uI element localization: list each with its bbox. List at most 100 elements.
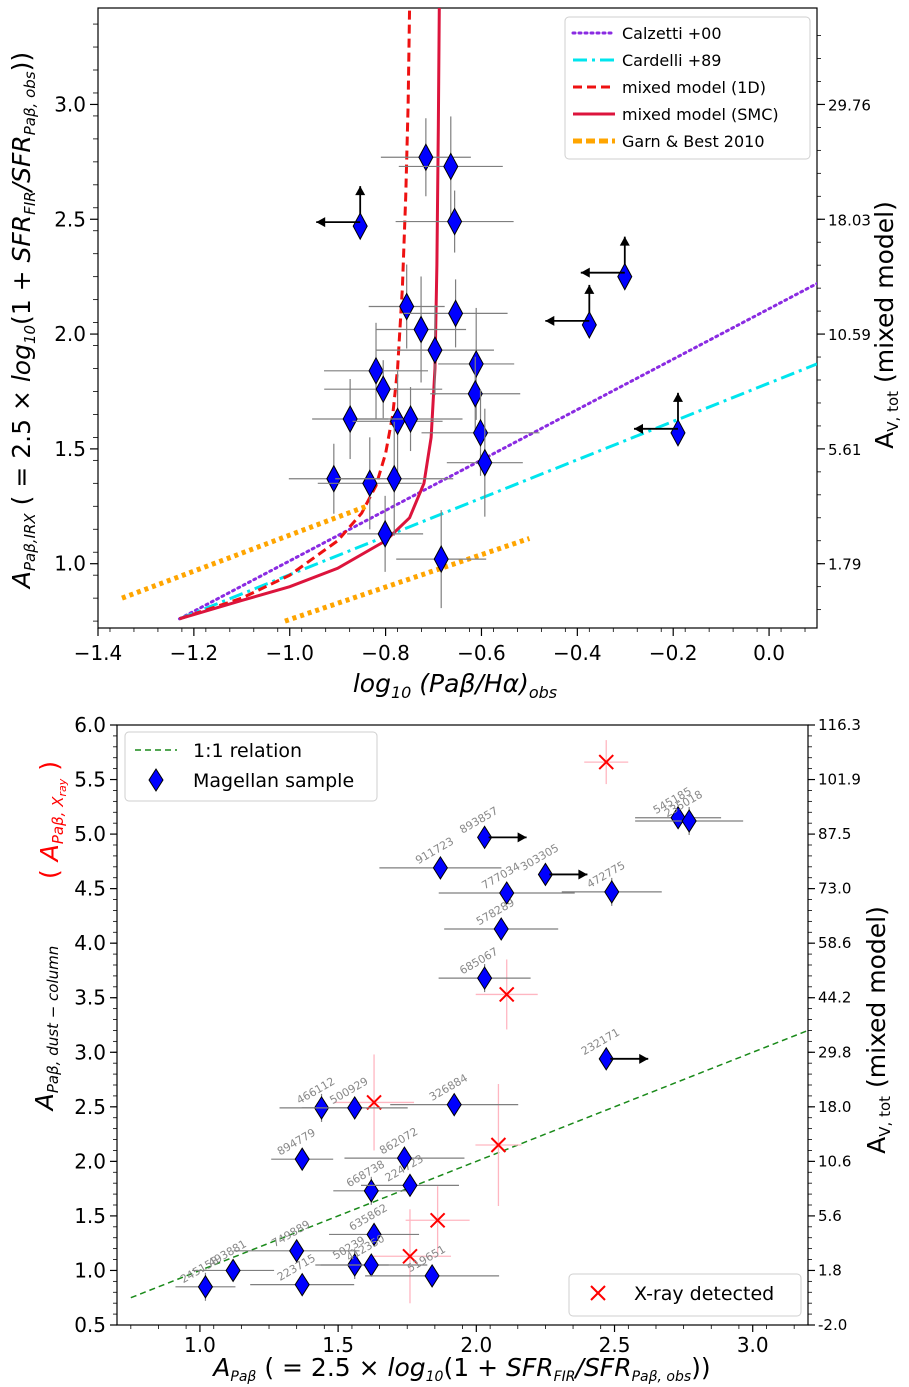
- bottom-y-axis-label-xray: ( APaβ, Xray ): [35, 761, 69, 879]
- model-line: [121, 503, 368, 601]
- magellan-point: 303305: [518, 841, 588, 887]
- bottom-y-tick-label: 2.0: [74, 1149, 106, 1173]
- xray-point: [368, 1209, 451, 1304]
- magellan-marker: [294, 1147, 310, 1172]
- top-legend-label: Garn & Best 2010: [622, 132, 765, 151]
- magellan-point: 862072: [344, 1125, 465, 1171]
- bottom-y2-tick-label: 5.6: [818, 1207, 842, 1225]
- top-point-marker: [402, 404, 419, 434]
- top-point-marker: [368, 356, 384, 385]
- bottom-y2-tick-label: 101.9: [818, 771, 861, 789]
- xray-point: [475, 959, 538, 1030]
- bottom-x-tick-label: 3.0: [737, 1333, 769, 1357]
- top-data-point: [324, 322, 429, 419]
- top-y2-tick-label: 29.76: [828, 96, 871, 114]
- top-y-tick-label: 1.0: [54, 552, 86, 576]
- top-point-marker: [390, 407, 406, 436]
- legend-xray-label: X-ray detected: [634, 1283, 774, 1305]
- top-data-point: [316, 186, 368, 241]
- point-id-label: 635862: [347, 1201, 390, 1233]
- limit-arrow-right: [488, 832, 527, 843]
- limit-arrow-left: [316, 217, 361, 228]
- bottom-y2-tick-label: 18.0: [818, 1098, 851, 1116]
- xray-point: [475, 1084, 522, 1206]
- bottom-y-tick-label: 3.5: [74, 986, 106, 1010]
- magellan-point: 893857: [457, 804, 527, 850]
- top-x-tick-label: −1.4: [74, 641, 123, 665]
- point-id-label: 303305: [518, 841, 561, 873]
- top-data-point: [358, 387, 463, 452]
- bottom-legend-box: [124, 731, 378, 802]
- top-x-tick-label: −1.2: [170, 641, 219, 665]
- top-x-axis-label: log10 (Paβ/Hα)obs: [353, 669, 557, 702]
- top-point-marker: [443, 152, 459, 181]
- top-legend-label: mixed model (1D): [622, 78, 766, 97]
- limit-arrow-left: [633, 423, 678, 434]
- limit-arrow-left: [580, 267, 625, 278]
- bottom-y-tick-label: 1.5: [74, 1204, 106, 1228]
- bottom-x-tick-label: 2.5: [599, 1333, 631, 1357]
- bottom-y2-tick-label: 87.5: [818, 825, 851, 843]
- top-data-point: [545, 284, 597, 339]
- magellan-marker: [197, 1274, 214, 1299]
- model-line: [177, 282, 817, 621]
- bottom-legend: 1:1 relation Magellan sample: [124, 731, 378, 802]
- magellan-marker: [537, 862, 554, 887]
- top-x-tick-label: −0.6: [457, 641, 506, 665]
- top-point-marker: [342, 404, 358, 434]
- legend-magellan-marker: [148, 768, 164, 792]
- top-data-point: [396, 510, 487, 609]
- top-data-point: [376, 276, 467, 383]
- top-point-marker: [477, 448, 493, 477]
- legend-one-to-one-label: 1:1 relation: [193, 740, 302, 762]
- top-y-axis-label: APaβ,IRX ( = 2.5 × log10(1 + SFRFIR/SFRP…: [7, 52, 39, 590]
- magellan-marker: [366, 1222, 382, 1247]
- top-data-point: [347, 495, 424, 572]
- magellan-point: 578289: [444, 896, 559, 941]
- bottom-y2-tick-label: 73.0: [818, 880, 851, 898]
- top-point-marker: [352, 212, 368, 241]
- point-id-label: 862072: [377, 1125, 420, 1157]
- bottom-y2-tick-label: 1.8: [818, 1261, 842, 1279]
- limit-arrow-up: [355, 186, 366, 215]
- bottom-y2-tick-label: 116.3: [818, 716, 861, 734]
- magellan-marker: [598, 1046, 614, 1071]
- top-data-point: [324, 360, 443, 419]
- top-point-marker: [617, 262, 633, 291]
- bottom-y2-tick-label: -2.0: [818, 1316, 847, 1334]
- point-id-label: 777034: [480, 860, 523, 892]
- top-y2-tick-label: 18.03: [828, 211, 871, 229]
- magellan-marker: [396, 1146, 413, 1171]
- top-point-marker: [377, 519, 393, 548]
- magellan-point: 472775: [561, 859, 662, 906]
- top-legend-label: Cardelli +89: [622, 51, 721, 70]
- top-y-tick-label: 2.5: [54, 207, 86, 231]
- bottom-x-tick-label: 1.5: [322, 1333, 354, 1357]
- top-point-marker: [413, 315, 429, 344]
- top-x-tick-label: −0.8: [361, 641, 410, 665]
- top-panel: −1.4 −1.2 −1.0 −0.8 −0.6 −0.4 −0.2 0.0 1.0 1.5 2.0…: [7, 7, 902, 702]
- bottom-y2-tick-label: 58.6: [818, 934, 851, 952]
- top-data-point: [312, 379, 389, 460]
- bottom-x-tick-label: 2.0: [460, 1333, 492, 1357]
- magellan-point: 894779: [271, 1126, 334, 1172]
- magellan-marker: [402, 1173, 418, 1198]
- magellan-marker: [347, 1095, 363, 1120]
- top-legend-label: Calzetti +00: [622, 24, 722, 43]
- magellan-point: 777034: [438, 860, 575, 905]
- bottom-y-tick-label: 2.5: [74, 1095, 106, 1119]
- bottom-y2-tick-label: 44.2: [818, 989, 851, 1007]
- top-point-marker: [448, 299, 464, 328]
- bottom-y-tick-label: 5.0: [74, 822, 106, 846]
- magellan-marker: [225, 1258, 241, 1283]
- top-x-tick-label: 0.0: [753, 641, 785, 665]
- point-id-label: 578289: [474, 896, 517, 928]
- top-y-tick-label: 3.0: [54, 92, 86, 116]
- bottom-y-tick-label: 0.5: [74, 1313, 106, 1337]
- top-legend: Calzetti +00 Cardelli +89 mixed model (1D)…: [564, 16, 811, 160]
- bottom-x-tick-label: 1.0: [184, 1333, 216, 1357]
- xray-point: [334, 1054, 415, 1151]
- magellan-marker: [289, 1238, 305, 1263]
- top-point-marker: [581, 310, 597, 339]
- model-line: [179, 8, 441, 621]
